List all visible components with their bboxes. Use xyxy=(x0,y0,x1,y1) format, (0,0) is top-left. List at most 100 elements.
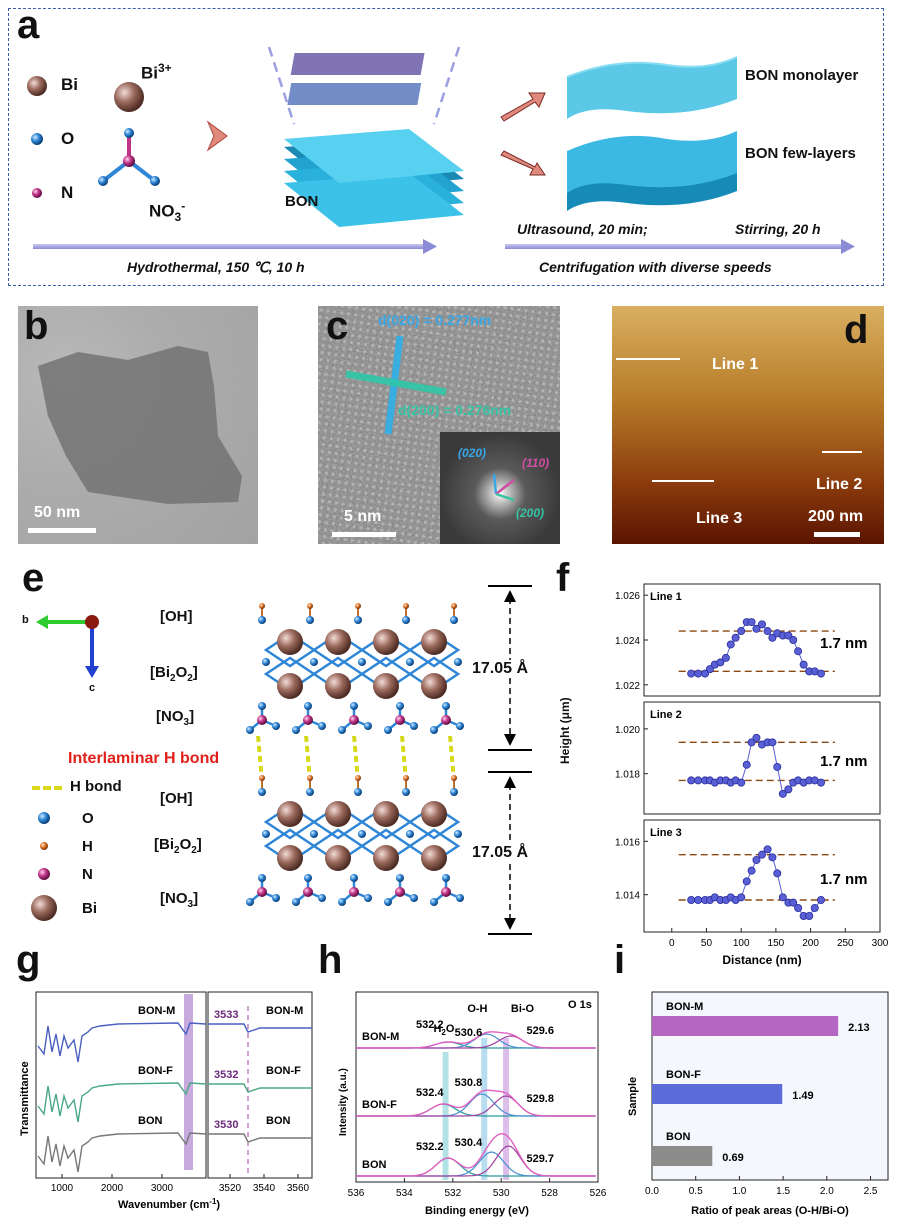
arrow-right-icon xyxy=(500,92,546,122)
sample-label: BON-M xyxy=(138,1005,175,1017)
data-point xyxy=(768,853,777,862)
o-atom xyxy=(430,898,438,906)
o-atom xyxy=(272,722,280,730)
o-atom xyxy=(396,874,404,882)
x-tick-label: 532 xyxy=(444,1188,461,1199)
nitrate-label: NO3- xyxy=(149,199,186,225)
n-atom-icon xyxy=(32,188,42,198)
y-tick-label: 1.014 xyxy=(615,891,640,902)
fft-vectors xyxy=(492,473,515,502)
bi-atom xyxy=(421,673,447,699)
o-atom xyxy=(338,898,346,906)
panel-c-letter: c xyxy=(326,306,349,348)
sample-label: BON-F xyxy=(362,1099,397,1111)
value-label: 0.69 xyxy=(722,1152,743,1164)
sample-label: BON-F xyxy=(266,1065,301,1077)
d020-label: d(020) = 0.277nm xyxy=(378,312,492,328)
y-tick-label: 1.016 xyxy=(615,837,640,848)
data-point xyxy=(752,733,761,742)
o-atom xyxy=(318,722,326,730)
peak-label: 3532 xyxy=(214,1069,238,1081)
data-point xyxy=(687,776,696,785)
o-atom xyxy=(396,702,404,710)
data-point xyxy=(752,624,761,633)
legend-o: O xyxy=(61,129,75,148)
y-tick-label: 1.018 xyxy=(615,770,640,781)
bi-atom xyxy=(373,801,399,827)
ratio-bar-chart: BON-M 2.13 BON-F 1.49 BON 0.69 0.0 0.5 1.0 1.5 2.0… xyxy=(627,991,889,1217)
y-tick-label: 1.026 xyxy=(615,591,640,602)
data-point xyxy=(742,877,751,886)
no3-bottom-label: [NO3] xyxy=(160,890,199,910)
x-tick-label: 2000 xyxy=(101,1183,124,1194)
fit-component xyxy=(356,1145,596,1177)
x-axis-label: Ratio of peak areas (O-H/Bi-O) xyxy=(691,1205,849,1217)
arrow-right-icon xyxy=(500,150,546,176)
oh-label: O-H xyxy=(467,1003,487,1015)
h-atom xyxy=(451,775,457,781)
x-tick-label: 2.0 xyxy=(820,1186,834,1197)
data-point xyxy=(694,776,703,785)
x-tick-label: 2.5 xyxy=(864,1186,878,1197)
peak-label: 3533 xyxy=(214,1009,238,1021)
h-atom xyxy=(403,603,409,609)
data-point xyxy=(737,778,746,787)
bi-atom xyxy=(373,673,399,699)
ftir-spectra: BON-M BON-M 3533 BON-F BON-F 3532 BON BON 3530 10… xyxy=(19,991,313,1211)
afm-image-d: d Line 1 Line 2 Line 3 200 nm xyxy=(612,306,884,544)
x-tick-label: 536 xyxy=(348,1188,365,1199)
o-atom xyxy=(258,616,266,624)
bi-atom xyxy=(373,845,399,871)
data-point xyxy=(687,895,696,904)
axis-indicator xyxy=(36,615,99,678)
o-atom xyxy=(358,830,366,838)
envelope xyxy=(356,1089,596,1117)
o-atom xyxy=(456,722,464,730)
o-atom xyxy=(410,722,418,730)
lattice-texture xyxy=(318,306,560,544)
panel-e-atom-legend xyxy=(31,812,57,921)
n-atom xyxy=(257,887,267,897)
o-atom xyxy=(258,788,266,796)
data-point xyxy=(752,855,761,864)
data-point xyxy=(816,778,825,787)
process-arrow-2 xyxy=(505,244,845,249)
data-point xyxy=(763,845,772,854)
profile-line-3 xyxy=(652,480,714,482)
o-atom xyxy=(292,898,300,906)
data-point xyxy=(778,789,787,798)
peak-label: 530.4 xyxy=(455,1137,483,1149)
ultrasound-label: Ultrasound, 20 min; xyxy=(517,221,648,237)
envelope xyxy=(356,1031,596,1049)
peak-label: 529.6 xyxy=(526,1025,554,1037)
spacing-arrows xyxy=(488,585,532,935)
bi2o2-bottom-label: [Bi2O2] xyxy=(154,836,202,856)
data-point xyxy=(768,738,777,747)
h-bond xyxy=(304,735,312,781)
peak-label: 529.7 xyxy=(526,1153,554,1165)
bi3-ion-icon xyxy=(114,82,144,112)
h-atom xyxy=(307,603,313,609)
n-atom xyxy=(441,715,451,725)
scale-label: 5 nm xyxy=(344,508,382,525)
hrtem-image-c: c d(020) = 0.277nm d(200) = 0.276nm (020… xyxy=(318,306,560,544)
d200-label: d(200) = 0.276nm xyxy=(398,402,512,418)
step1-label: Hydrothermal, 150 ℃, 10 h xyxy=(127,259,305,275)
data-point xyxy=(810,903,819,912)
line1-label: Line 1 xyxy=(712,356,759,373)
bi-atom xyxy=(325,629,351,655)
scale-bar xyxy=(332,532,396,537)
o-atom xyxy=(350,702,358,710)
data-point xyxy=(716,658,725,667)
legend-h: H xyxy=(82,838,93,855)
panel-h-letter: h xyxy=(318,938,343,982)
x-tick-label: 534 xyxy=(396,1188,413,1199)
bi-atom xyxy=(373,629,399,655)
sample-label: BON xyxy=(138,1115,163,1127)
crystal-structure xyxy=(246,603,464,906)
hbond-legend-icon xyxy=(32,786,62,790)
f-ylabel: Height (μm) xyxy=(558,697,572,764)
no3-top-label: [NO3] xyxy=(156,708,195,728)
sample-label: BON xyxy=(362,1159,387,1171)
peak-label: 530.8 xyxy=(455,1077,483,1089)
